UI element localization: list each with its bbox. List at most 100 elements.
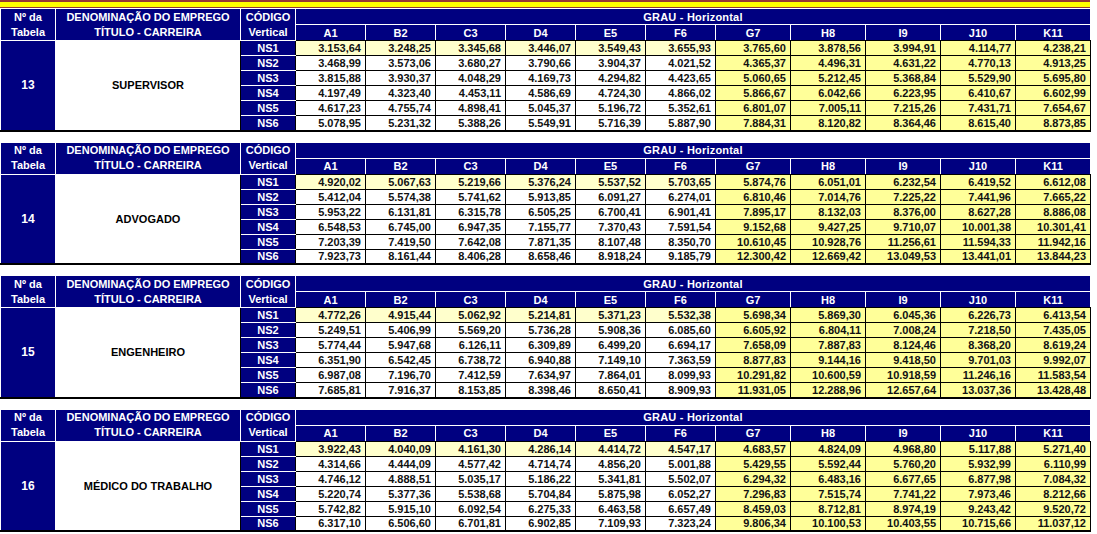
- salary-value-cell: 10.291,82: [716, 368, 791, 383]
- salary-value-cell: 5.249,51: [296, 323, 366, 338]
- salary-value-cell: 9.710,07: [866, 219, 941, 234]
- grade-column-header: A1: [296, 25, 366, 41]
- salary-tables-page: Nº daTabelaDENOMINAÇÃO DO EMPREGOTÍTULO …: [0, 0, 1097, 534]
- salary-value-cell: 6.506,60: [366, 516, 436, 531]
- salary-value-cell: 10.600,59: [791, 368, 866, 383]
- salary-value-cell: 7.973,46: [941, 486, 1016, 501]
- ns-level-label: NS5: [241, 501, 296, 516]
- salary-value-cell: 6.505,25: [506, 204, 576, 219]
- salary-value-cell: 5.569,20: [436, 323, 506, 338]
- salary-value-cell: 4.547,17: [646, 441, 716, 456]
- salary-value-cell: 3.680,27: [436, 56, 506, 71]
- salary-value-cell: 5.913,85: [506, 189, 576, 204]
- salary-value-cell: 4.920,02: [296, 174, 366, 189]
- salary-value-cell: 5.219,66: [436, 174, 506, 189]
- table-row: 16MÉDICO DO TRABALHONS13.922,434.040,094…: [1, 441, 1091, 456]
- header-label-line: DENOMINAÇÃO DO EMPREGO: [56, 410, 240, 425]
- salary-value-cell: 5.703,65: [646, 174, 716, 189]
- salary-value-cell: 8.398,46: [506, 383, 576, 398]
- salary-value-cell: 6.602,99: [1016, 86, 1091, 101]
- salary-value-cell: 8.459,03: [716, 501, 791, 516]
- salary-value-cell: 8.918,24: [576, 249, 646, 264]
- salary-value-cell: 4.631,22: [866, 56, 941, 71]
- salary-value-cell: 13.049,53: [866, 249, 941, 264]
- salary-value-cell: 3.878,56: [791, 41, 866, 56]
- salary-value-cell: 6.085,60: [646, 323, 716, 338]
- grade-column-header: F6: [646, 425, 716, 441]
- salary-value-cell: 4.414,72: [576, 441, 646, 456]
- grau-horizontal-header: GRAU - Horizontal: [296, 9, 1091, 25]
- salary-value-cell: 6.226,73: [941, 308, 1016, 323]
- salary-value-cell: 11.246,16: [941, 368, 1016, 383]
- salary-value-cell: 4.586,69: [506, 86, 576, 101]
- salary-value-cell: 10.001,38: [941, 219, 1016, 234]
- salary-value-cell: 8.619,24: [1016, 338, 1091, 353]
- salary-value-cell: 8.364,46: [866, 116, 941, 131]
- header-label-line: TÍTULO - CARREIRA: [56, 292, 240, 307]
- salary-value-cell: 6.499,20: [576, 338, 646, 353]
- salary-value-cell: 5.549,91: [506, 116, 576, 131]
- salary-value-cell: 4.915,44: [366, 308, 436, 323]
- denomination-header: DENOMINAÇÃO DO EMPREGOTÍTULO - CARREIRA: [56, 409, 241, 441]
- salary-value-cell: 6.419,52: [941, 174, 1016, 189]
- salary-value-cell: 3.573,06: [366, 56, 436, 71]
- salary-value-cell: 5.368,84: [866, 71, 941, 86]
- grade-column-header: D4: [506, 292, 576, 308]
- ns-level-label: NS1: [241, 441, 296, 456]
- salary-value-cell: 4.617,23: [296, 101, 366, 116]
- grade-column-header: A1: [296, 425, 366, 441]
- salary-value-cell: 6.110,99: [1016, 456, 1091, 471]
- ns-level-label: NS3: [241, 71, 296, 86]
- salary-value-cell: 5.271,40: [1016, 441, 1091, 456]
- salary-value-cell: 6.483,16: [791, 471, 866, 486]
- salary-value-cell: 5.352,61: [646, 101, 716, 116]
- salary-value-cell: 4.496,31: [791, 56, 866, 71]
- ns-level-label: NS4: [241, 353, 296, 368]
- salary-value-cell: 10.918,59: [866, 368, 941, 383]
- salary-value-cell: 8.368,20: [941, 338, 1016, 353]
- header-label-line: Vertical: [241, 158, 295, 173]
- grade-column-header: K11: [1016, 425, 1091, 441]
- salary-value-cell: 4.968,80: [866, 441, 941, 456]
- salary-value-cell: 13.037,36: [941, 383, 1016, 398]
- salary-value-cell: 9.427,25: [791, 219, 866, 234]
- salary-value-cell: 7.215,26: [866, 101, 941, 116]
- salary-value-cell: 4.714,74: [506, 456, 576, 471]
- grade-column-header: B2: [366, 425, 436, 441]
- salary-value-cell: 11.931,05: [716, 383, 791, 398]
- salary-value-cell: 6.745,00: [366, 219, 436, 234]
- salary-value-cell: 10.100,53: [791, 516, 866, 531]
- header-label-line: TÍTULO - CARREIRA: [56, 425, 240, 440]
- salary-value-cell: 6.232,54: [866, 174, 941, 189]
- salary-value-cell: 5.529,90: [941, 71, 1016, 86]
- salary-value-cell: 5.220,74: [296, 486, 366, 501]
- salary-value-cell: 8.132,03: [791, 204, 866, 219]
- header-label-line: CÓDIGO: [241, 10, 295, 25]
- career-title: ADVOGADO: [56, 174, 241, 264]
- salary-value-cell: 11.942,16: [1016, 234, 1091, 249]
- salary-value-cell: 6.694,17: [646, 338, 716, 353]
- salary-value-cell: 3.994,91: [866, 41, 941, 56]
- salary-value-cell: 5.532,38: [646, 308, 716, 323]
- salary-value-cell: 8.124,46: [866, 338, 941, 353]
- codigo-vertical-header: CÓDIGOVertical: [241, 409, 296, 441]
- salary-value-cell: 5.214,81: [506, 308, 576, 323]
- salary-value-cell: 5.704,84: [506, 486, 576, 501]
- salary-value-cell: 4.294,82: [576, 71, 646, 86]
- salary-value-cell: 10.928,76: [791, 234, 866, 249]
- salary-value-cell: 7.155,77: [506, 219, 576, 234]
- salary-value-cell: 6.126,11: [436, 338, 506, 353]
- grade-column-header: K11: [1016, 292, 1091, 308]
- salary-value-cell: 7.871,35: [506, 234, 576, 249]
- salary-value-cell: 12.657,64: [866, 383, 941, 398]
- salary-value-cell: 8.877,83: [716, 353, 791, 368]
- salary-value-cell: 4.888,51: [366, 471, 436, 486]
- career-title: MÉDICO DO TRABALHO: [56, 441, 241, 531]
- grade-column-header: C3: [436, 158, 506, 174]
- salary-value-cell: 4.577,42: [436, 456, 506, 471]
- salary-value-cell: 5.947,68: [366, 338, 436, 353]
- table-number-header: Nº daTabela: [1, 276, 56, 308]
- salary-value-cell: 5.376,24: [506, 174, 576, 189]
- salary-value-cell: 6.131,81: [366, 204, 436, 219]
- salary-value-cell: 8.886,08: [1016, 204, 1091, 219]
